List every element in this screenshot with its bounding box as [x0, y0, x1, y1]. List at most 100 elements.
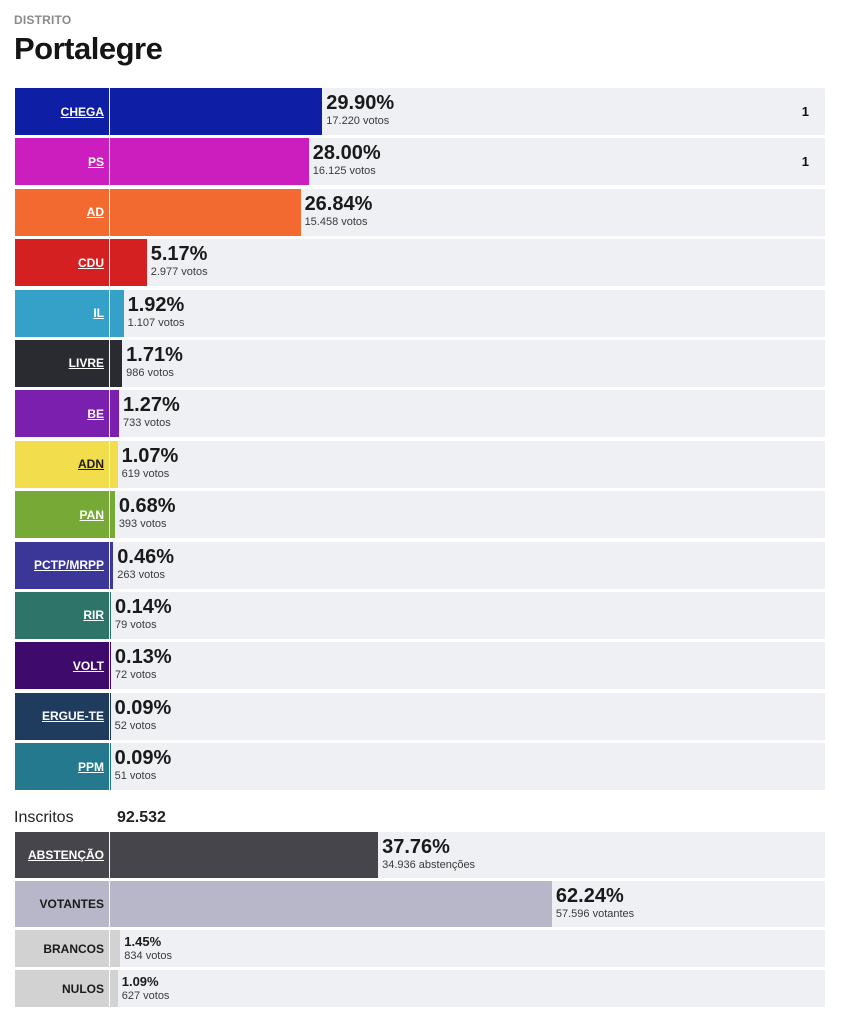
party-bar-cdu: [15, 239, 147, 287]
party-value-rir: 0.14% 79 votos: [115, 595, 172, 632]
turnout-percent-nulos: 1.09%: [121, 974, 159, 989]
party-votes-ad: 15.458 votos: [304, 215, 368, 228]
party-row-ppm: PPM 0.09% 51 votos: [15, 743, 825, 791]
party-row-pan: PAN 0.68% 393 votos: [15, 491, 825, 539]
page-title: Portalegre: [14, 31, 163, 66]
registered-value: 92.532: [117, 809, 166, 826]
party-link-ergue-te[interactable]: ERGUE-TE: [15, 692, 110, 740]
party-row-volt: VOLT 0.13% 72 votos: [15, 642, 825, 690]
registered-voters: Inscritos 92.532: [14, 809, 166, 827]
party-percent-pctp-mrpp: 0.46%: [117, 545, 174, 568]
party-value-il: 1.92% 1.107 votos: [128, 293, 185, 330]
turnout-percent-brancos: 1.45%: [124, 934, 162, 949]
party-percent-chega: 29.90%: [326, 92, 395, 114]
party-bar-pan: [15, 491, 115, 539]
party-link-il[interactable]: IL: [15, 289, 110, 337]
party-votes-volt: 72 votos: [114, 669, 157, 682]
party-value-ad: 26.84% 15.458 votos: [305, 192, 373, 229]
party-row-il: IL 1.92% 1.107 votos: [15, 289, 825, 337]
party-votes-rir: 79 votos: [114, 618, 157, 631]
party-percent-rir: 0.14%: [114, 595, 172, 618]
party-row-pctp-mrpp: PCTP/MRPP 0.46% 263 votos: [15, 541, 825, 589]
party-link-pan[interactable]: PAN: [15, 491, 110, 539]
party-percent-be: 1.27%: [123, 394, 180, 417]
turnout-row-brancos: BRANCOS 1.45% 834 votos: [15, 930, 825, 967]
party-link-ps[interactable]: PS: [15, 138, 110, 186]
turnout-votes-nulos: 627 votos: [121, 990, 170, 1002]
party-votes-livre: 986 votos: [126, 366, 174, 379]
party-value-ps: 28.00% 16.125 votos: [313, 141, 381, 178]
party-percent-pan: 0.68%: [118, 495, 176, 518]
turnout-value-nulos: 1.09% 627 votos: [122, 973, 170, 1003]
party-link-volt[interactable]: VOLT: [15, 642, 110, 690]
party-votes-ps: 16.125 votos: [312, 165, 376, 178]
party-votes-il: 1.107 votos: [127, 316, 185, 329]
party-link-ad[interactable]: AD: [15, 188, 110, 236]
turnout-percent-votantes: 62.24%: [555, 885, 624, 907]
party-percent-cdu: 5.17%: [150, 243, 208, 266]
turnout-row-abstencao: ABSTENÇÃO 37.76% 34.936 abstenções: [15, 832, 825, 878]
party-row-adn: ADN 1.07% 619 votos: [15, 440, 825, 488]
party-percent-livre: 1.71%: [126, 343, 183, 366]
party-bar-adn: [15, 440, 118, 488]
party-votes-ergue-te: 52 votos: [114, 719, 157, 732]
party-link-ppm[interactable]: PPM: [15, 743, 110, 791]
party-link-chega[interactable]: CHEGA: [15, 88, 110, 135]
party-votes-ppm: 51 votos: [114, 770, 157, 783]
party-link-livre[interactable]: LIVRE: [15, 339, 110, 387]
party-bar-livre: [15, 339, 123, 387]
party-seats-ps: 1: [801, 154, 809, 170]
party-link-pctp-mrpp[interactable]: PCTP/MRPP: [15, 541, 110, 589]
turnout-results-list: ABSTENÇÃO 37.76% 34.936 abstenções VOTANTES…: [15, 832, 825, 1010]
party-votes-cdu: 2.977 votos: [150, 266, 208, 279]
party-bar-rir: [15, 591, 111, 639]
party-bar-chega: [15, 88, 323, 135]
turnout-value-brancos: 1.45% 834 votos: [124, 933, 172, 963]
party-percent-ppm: 0.09%: [114, 747, 172, 770]
party-row-livre: LIVRE 1.71% 986 votos: [15, 339, 825, 387]
party-percent-ps: 28.00%: [312, 142, 381, 165]
registered-label: Inscritos: [14, 809, 74, 826]
party-row-rir: RIR 0.14% 79 votos: [15, 591, 825, 639]
party-link-be[interactable]: BE: [15, 390, 110, 438]
turnout-label-votantes: VOTANTES: [15, 881, 110, 927]
party-bar-ps: [15, 138, 309, 186]
party-row-ad: AD 26.84% 15.458 votos: [15, 188, 825, 236]
party-value-volt: 0.13% 72 votos: [115, 645, 172, 682]
turnout-bar-abstencao: [15, 832, 379, 878]
party-votes-pan: 393 votos: [118, 518, 167, 531]
turnout-bar-nulos: [15, 970, 118, 1007]
party-value-be: 1.27% 733 votos: [123, 393, 180, 430]
district-kicker: DISTRITO: [14, 13, 72, 27]
turnout-value-votantes: 62.24% 57.596 votantes: [556, 884, 634, 921]
turnout-votes-brancos: 834 votos: [124, 950, 172, 962]
party-value-ppm: 0.09% 51 votos: [115, 746, 172, 783]
party-row-be: BE 1.27% 733 votos: [15, 390, 825, 438]
party-bar-pctp-mrpp: [15, 541, 114, 589]
party-results-list: CHEGA 29.90% 17.220 votos 1 PS 28.00% 16.125 v…: [15, 88, 825, 793]
turnout-row-nulos: NULOS 1.09% 627 votos: [15, 970, 825, 1007]
turnout-label-nulos: NULOS: [15, 970, 110, 1007]
party-votes-pctp-mrpp: 263 votos: [117, 568, 165, 581]
party-row-cdu: CDU 5.17% 2.977 votos: [15, 239, 825, 287]
party-value-adn: 1.07% 619 votos: [122, 444, 179, 481]
party-link-adn[interactable]: ADN: [15, 440, 110, 488]
turnout-label-brancos: BRANCOS: [15, 930, 110, 967]
party-value-pctp-mrpp: 0.46% 263 votos: [117, 545, 174, 582]
turnout-percent-abstencao: 37.76%: [382, 836, 450, 858]
party-link-rir[interactable]: RIR: [15, 591, 110, 639]
party-votes-adn: 619 votos: [121, 467, 170, 480]
turnout-votes-votantes: 57.596 votantes: [555, 908, 635, 920]
party-bar-volt: [15, 642, 111, 690]
turnout-bar-brancos: [15, 930, 121, 967]
party-bar-ergue-te: [15, 692, 111, 740]
party-value-ergue-te: 0.09% 52 votos: [115, 696, 172, 733]
turnout-value-abstencao: 37.76% 34.936 abstenções: [382, 835, 475, 872]
party-percent-ad: 26.84%: [304, 192, 373, 215]
party-value-chega: 29.90% 17.220 votos: [326, 91, 394, 128]
party-value-cdu: 5.17% 2.977 votos: [151, 242, 208, 279]
party-value-pan: 0.68% 393 votos: [119, 494, 176, 531]
party-row-chega: CHEGA 29.90% 17.220 votos 1: [15, 88, 825, 135]
turnout-label-abstencao[interactable]: ABSTENÇÃO: [15, 832, 110, 878]
party-link-cdu[interactable]: CDU: [15, 239, 110, 287]
